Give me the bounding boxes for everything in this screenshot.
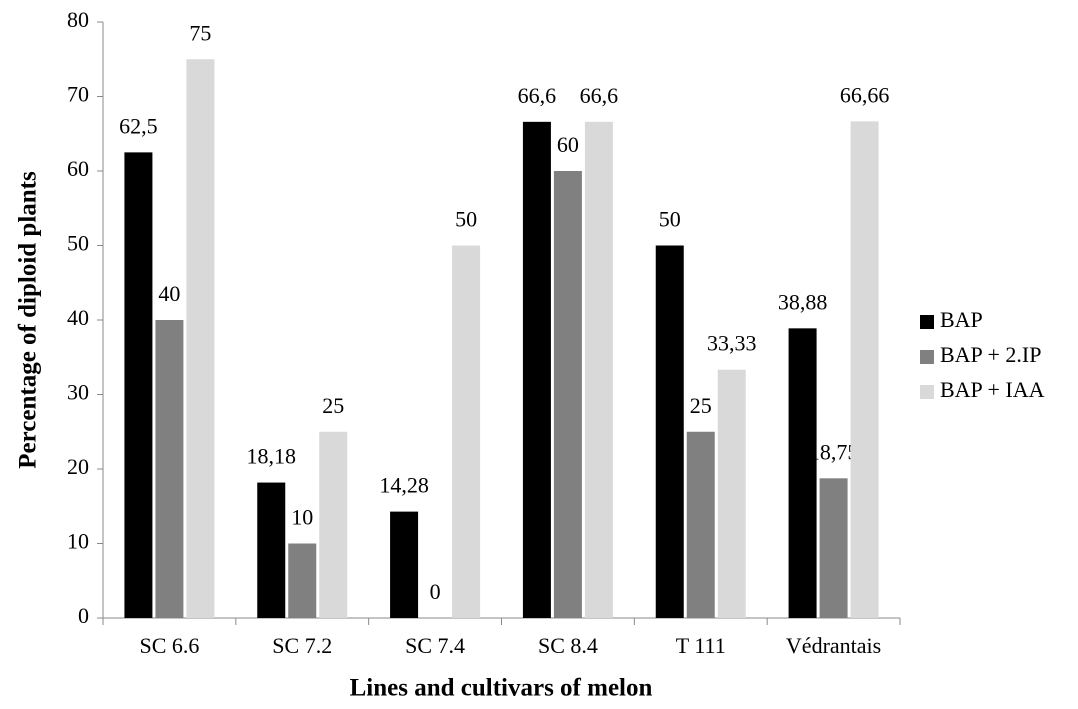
value-label: 25 [322, 393, 344, 418]
bar [124, 152, 153, 618]
bar [319, 431, 348, 618]
value-label: 62,5 [119, 113, 158, 138]
legend-label: BAP + 2.IP [940, 342, 1041, 367]
y-tick-label: 0 [78, 603, 89, 628]
bar [186, 59, 215, 618]
bar [788, 328, 817, 618]
bar [390, 511, 419, 618]
legend-label: BAP + IAA [940, 377, 1045, 402]
value-label: 18,75 [809, 439, 859, 464]
value-label: 10 [291, 505, 313, 530]
value-label: 75 [189, 20, 211, 45]
y-tick-label: 80 [67, 7, 89, 32]
value-label: 14,28 [379, 473, 429, 498]
x-tick-label: SC 7.2 [272, 633, 332, 658]
legend-swatch [920, 385, 934, 399]
value-label: 33,33 [707, 331, 757, 356]
legend-swatch [920, 350, 934, 364]
y-tick-label: 40 [67, 305, 89, 330]
value-label: 0 [430, 579, 441, 604]
bar [553, 171, 582, 618]
bar [288, 543, 317, 618]
bar [584, 121, 613, 618]
x-axis-title: Lines and cultivars of melon [350, 675, 653, 702]
bar [155, 320, 184, 618]
bar [655, 245, 684, 618]
value-label: 50 [659, 207, 681, 232]
bar [819, 478, 848, 618]
y-axis-title: Percentage of diploid plants [15, 171, 42, 469]
x-tick-label: Védrantais [786, 633, 881, 658]
bar [686, 431, 715, 618]
value-label: 38,88 [778, 289, 828, 314]
y-tick-label: 10 [67, 529, 89, 554]
bar [850, 121, 879, 619]
bar [717, 369, 746, 618]
value-label: 40 [158, 281, 180, 306]
y-tick-label: 50 [67, 231, 89, 256]
value-label: 66,66 [840, 82, 890, 107]
bar [257, 482, 286, 618]
x-tick-label: SC 6.6 [139, 633, 199, 658]
legend-label: BAP [940, 307, 983, 332]
y-tick-label: 20 [67, 454, 89, 479]
value-label: 50 [455, 207, 477, 232]
x-tick-label: SC 7.4 [405, 633, 465, 658]
value-label: 66,6 [580, 83, 619, 108]
value-label: 18,18 [247, 444, 297, 469]
x-tick-label: T 111 [676, 633, 726, 658]
value-label: 66,6 [518, 83, 557, 108]
y-tick-label: 70 [67, 82, 89, 107]
bar [452, 245, 481, 618]
value-label: 25 [690, 393, 712, 418]
bar [522, 121, 551, 618]
x-tick-label: SC 8.4 [538, 633, 598, 658]
y-tick-label: 30 [67, 380, 89, 405]
legend-swatch [920, 315, 934, 329]
value-label: 60 [557, 132, 579, 157]
y-tick-label: 60 [67, 156, 89, 181]
